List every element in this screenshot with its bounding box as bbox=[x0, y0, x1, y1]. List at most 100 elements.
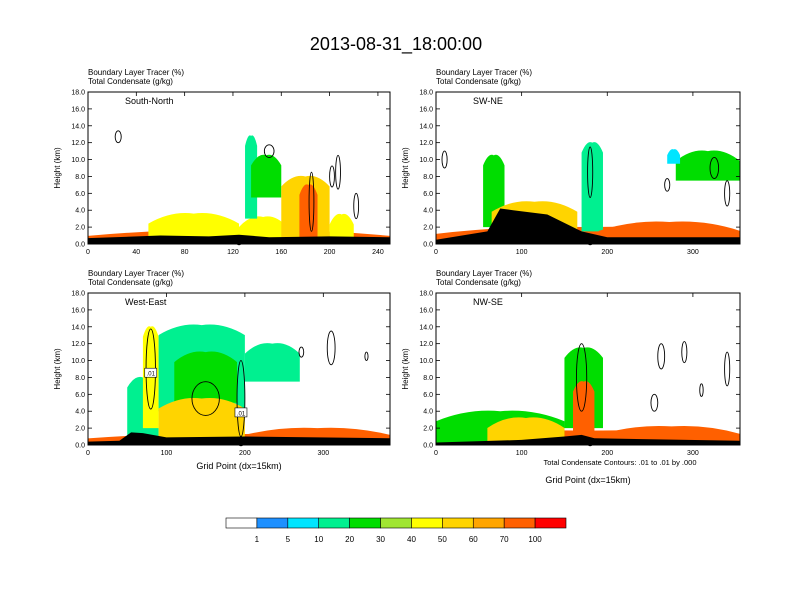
y-tick-label: 18.0 bbox=[419, 90, 433, 97]
contour-label-box bbox=[144, 367, 158, 378]
y-axis-label: Height (km) bbox=[53, 348, 62, 390]
x-tick-label: 200 bbox=[324, 249, 336, 256]
tracer-region-5 bbox=[251, 154, 282, 198]
condensate-contour-2 bbox=[657, 343, 666, 370]
x-axis-label: Grid Point (dx=15km) bbox=[545, 475, 630, 485]
x-tick-label: 300 bbox=[687, 450, 699, 457]
variable-label-condensate: Total Condensate (g/kg) bbox=[88, 278, 173, 287]
plot-frame bbox=[87, 91, 391, 245]
colorbar-swatch bbox=[411, 517, 443, 529]
panel-label: South-North bbox=[125, 96, 174, 106]
colorbar-swatch bbox=[349, 517, 381, 529]
x-tick-label: 100 bbox=[161, 450, 173, 457]
y-tick-label: 8.0 bbox=[423, 375, 433, 382]
y-tick-label: 14.0 bbox=[71, 123, 85, 130]
condensate-contour-6 bbox=[329, 165, 335, 188]
condensate-contour-3 bbox=[353, 192, 360, 220]
colorbar-swatch bbox=[442, 517, 474, 529]
y-tick-label: 8.0 bbox=[75, 174, 85, 181]
colorbar-swatch bbox=[472, 517, 505, 529]
condensate-contour-1 bbox=[441, 150, 448, 169]
condensate-contour-5 bbox=[263, 144, 275, 158]
y-axis-label: Height (km) bbox=[401, 348, 410, 390]
colorbar-swatch bbox=[534, 517, 567, 529]
colorbar-label: 5 bbox=[286, 535, 291, 544]
colorbar-swatch bbox=[318, 517, 350, 529]
contour-note: Total Condensate Contours: .01 to .01 by… bbox=[543, 458, 696, 467]
colorbar-label: 20 bbox=[345, 535, 354, 544]
chart-panel-3: .01 .01 0.0 2.0 4.0 6.0 8.0 10.0 12.0 14.0 16.0 18.… bbox=[53, 269, 391, 471]
y-tick-label: 6.0 bbox=[423, 392, 433, 399]
condensate-contour-1 bbox=[575, 343, 588, 412]
colorbar-swatch bbox=[503, 517, 536, 529]
condensate-contour-3 bbox=[298, 346, 305, 358]
panel-label: NW-SE bbox=[473, 297, 503, 307]
y-tick-label: 2.0 bbox=[75, 225, 85, 232]
x-tick-label: 200 bbox=[239, 450, 251, 457]
colorbar-label: 40 bbox=[407, 535, 416, 544]
plot-area bbox=[88, 130, 390, 244]
colorbar-label: 1 bbox=[255, 535, 260, 544]
condensate-contour-3 bbox=[709, 156, 720, 180]
y-tick-label: 0.0 bbox=[75, 242, 85, 249]
chart-panel-4: 0.0 2.0 4.0 6.0 8.0 10.0 12.0 14.0 16.0 18.0 0 100 2… bbox=[401, 269, 741, 485]
y-tick-label: 12.0 bbox=[71, 140, 85, 147]
x-tick-label: 0 bbox=[434, 249, 438, 256]
plot-frame bbox=[87, 292, 391, 446]
figure-title: 2013-08-31_18:00:00 bbox=[310, 34, 482, 55]
colorbar-swatch bbox=[225, 517, 258, 529]
y-tick-label: 12.0 bbox=[71, 341, 85, 348]
tracer-region-7 bbox=[299, 184, 318, 244]
plot-frame bbox=[435, 91, 741, 245]
x-tick-label: 300 bbox=[687, 249, 699, 256]
terrain bbox=[88, 432, 390, 445]
y-tick-label: 18.0 bbox=[419, 291, 433, 298]
condensate-contour-6 bbox=[191, 381, 220, 416]
plot-area bbox=[436, 341, 740, 445]
y-tick-label: 14.0 bbox=[419, 324, 433, 331]
condensate-contour-3 bbox=[681, 341, 688, 364]
condensate-contour-5 bbox=[364, 351, 369, 362]
y-tick-label: 6.0 bbox=[75, 392, 85, 399]
y-tick-label: 2.0 bbox=[75, 426, 85, 433]
condensate-contour-4 bbox=[308, 171, 315, 232]
y-tick-label: 18.0 bbox=[71, 90, 85, 97]
y-tick-label: 10.0 bbox=[71, 157, 85, 164]
y-tick-label: 0.0 bbox=[423, 242, 433, 249]
y-tick-label: 6.0 bbox=[75, 191, 85, 198]
y-tick-label: 2.0 bbox=[423, 225, 433, 232]
colorbar-label: 100 bbox=[528, 535, 542, 544]
y-tick-label: 18.0 bbox=[71, 291, 85, 298]
y-tick-label: 14.0 bbox=[71, 324, 85, 331]
y-tick-label: 6.0 bbox=[423, 191, 433, 198]
x-tick-label: 40 bbox=[132, 249, 140, 256]
y-tick-label: 14.0 bbox=[419, 123, 433, 130]
x-tick-label: 0 bbox=[434, 450, 438, 457]
x-tick-label: 100 bbox=[516, 249, 528, 256]
y-tick-label: 8.0 bbox=[423, 174, 433, 181]
condensate-contour-2 bbox=[335, 154, 341, 190]
y-tick-label: 0.0 bbox=[423, 443, 433, 450]
y-tick-label: 8.0 bbox=[75, 375, 85, 382]
condensate-contour-2 bbox=[236, 360, 246, 438]
variable-label-condensate: Total Condensate (g/kg) bbox=[436, 278, 521, 287]
tracer-region-8 bbox=[329, 213, 354, 244]
colorbar-swatch bbox=[256, 517, 289, 529]
variable-label-condensate: Total Condensate (g/kg) bbox=[436, 77, 521, 86]
condensate-contour-6 bbox=[650, 393, 659, 412]
tracer-region-5 bbox=[174, 351, 238, 403]
variable-label-tracer: Boundary Layer Tracer (%) bbox=[436, 68, 532, 77]
y-tick-label: 4.0 bbox=[423, 409, 433, 416]
condensate-contour-5 bbox=[724, 180, 731, 207]
condensate-contour-5 bbox=[699, 383, 704, 397]
x-tick-label: 80 bbox=[181, 249, 189, 256]
x-tick-label: 240 bbox=[372, 249, 384, 256]
colorbar-swatch bbox=[380, 517, 412, 529]
x-tick-label: 0 bbox=[86, 450, 90, 457]
y-tick-label: 16.0 bbox=[71, 106, 85, 113]
y-axis-label: Height (km) bbox=[53, 147, 62, 189]
tracer-region-5 bbox=[675, 150, 740, 181]
tracer-region-4 bbox=[245, 135, 258, 219]
chart-panel-2: 0.0 2.0 4.0 6.0 8.0 10.0 12.0 14.0 16.0 18.0 0 100 2… bbox=[401, 68, 741, 256]
y-tick-label: 10.0 bbox=[419, 358, 433, 365]
